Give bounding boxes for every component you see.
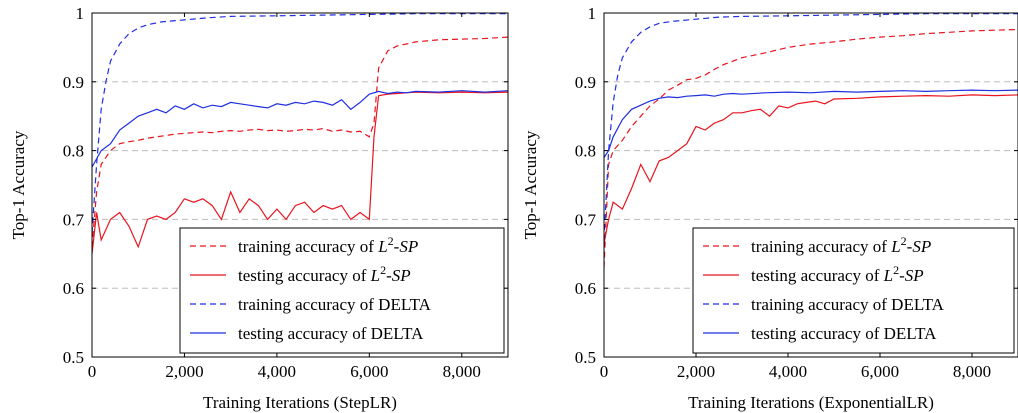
series-line-1 [92,36,508,247]
plot-frame [91,12,509,358]
x-tick-label: 8,000 [953,362,991,381]
y-tick-label: 1 [76,4,85,23]
x-tick-label: 6,000 [350,362,388,381]
x-tick-label: 4,000 [769,362,807,381]
y-tick-label: 0.6 [63,279,84,298]
x-axis-label: Training Iterations (ExponentialLR) [688,393,934,412]
y-tick-label: 0.9 [63,73,84,92]
y-tick-label: 0.8 [63,142,84,161]
x-tick-label: 2,000 [677,362,715,381]
y-tick-label: 0.7 [575,210,597,229]
x-axis-label: Training Iterations (StepLR) [203,393,397,412]
y-tick-label: 0.9 [575,73,596,92]
legend-label-4: testing accuracy of DELTA [751,324,937,343]
y-tick-label: 0.5 [63,348,84,367]
x-tick-label: 8,000 [443,362,481,381]
legend-label-1: training accuracy of L2-SP [751,234,931,256]
x-tick-label: 6,000 [861,362,899,381]
legend-label-1: training accuracy of L2-SP [238,234,418,256]
y-axis-label: Top-1 Accuracy [521,130,540,239]
x-tick-label: 2,000 [165,362,203,381]
legend-label-2: testing accuracy of L2-SP [751,263,924,285]
legend-label-3: training accuracy of DELTA [238,295,432,314]
chart-panel-exponentiallr: 0 2,000 4,000 6,000 8,000 0.5 0.6 0.7 0.8 0.9 1 Tra… [521,4,1018,412]
legend-label-4: testing accuracy of DELTA [238,324,424,343]
legend: training accuracy of L2-SP testing accura… [692,227,1015,354]
series-line-2 [92,91,508,254]
x-tick-label: 4,000 [258,362,296,381]
y-tick-label: 1 [588,4,597,23]
series-line-2 [604,94,1018,244]
series-line-3 [92,13,508,234]
legend-label-2: testing accuracy of L2-SP [238,263,411,285]
y-tick-label: 0.5 [575,348,596,367]
y-tick-label: 0.7 [63,210,85,229]
y-axis-label: Top-1 Accuracy [9,130,28,239]
legend-box [179,227,505,354]
legend: training accuracy of L2-SP testing accura… [179,227,505,354]
x-tick-label: 0 [88,362,97,381]
series-line-4 [92,90,508,168]
series-line-1 [604,28,1018,268]
y-tick-label: 0.8 [575,142,596,161]
legend-label-3: training accuracy of DELTA [751,295,945,314]
x-tick-label: 0 [600,362,609,381]
y-tick-label: 0.6 [575,279,596,298]
legend-box [692,227,1015,354]
series-line-4 [604,89,1018,158]
plot-frame [603,12,1018,358]
chart-panel-steplr: 0 2,000 4,000 6,000 8,000 0.5 0.6 0.7 0.8 0.9 1 Tra… [9,4,509,412]
series-line-3 [604,13,1018,241]
